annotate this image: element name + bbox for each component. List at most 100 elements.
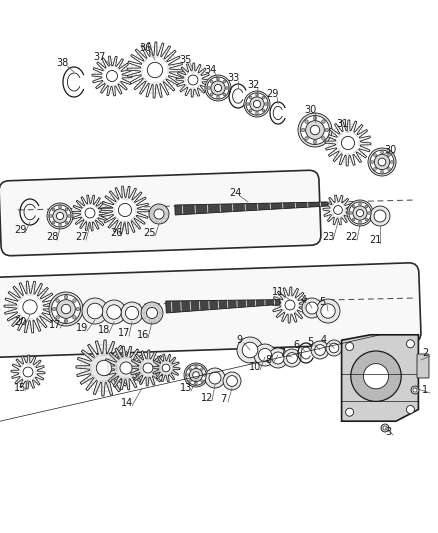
Circle shape — [371, 160, 374, 164]
Text: 9: 9 — [236, 335, 242, 345]
Polygon shape — [342, 335, 418, 421]
Circle shape — [154, 209, 164, 219]
Text: 30: 30 — [384, 145, 396, 155]
Circle shape — [23, 367, 33, 377]
Circle shape — [406, 340, 414, 348]
Circle shape — [316, 299, 340, 323]
Circle shape — [349, 202, 371, 224]
Text: 4: 4 — [301, 295, 307, 305]
Circle shape — [249, 109, 252, 112]
Circle shape — [388, 167, 390, 171]
Text: 27: 27 — [75, 232, 87, 242]
Circle shape — [374, 167, 377, 171]
Circle shape — [85, 208, 95, 218]
Circle shape — [207, 77, 229, 99]
Polygon shape — [127, 42, 183, 98]
Circle shape — [57, 300, 75, 318]
Circle shape — [223, 372, 241, 390]
Circle shape — [262, 109, 265, 112]
Text: 2: 2 — [422, 348, 428, 358]
Text: 15: 15 — [14, 383, 26, 393]
Circle shape — [346, 343, 353, 351]
Circle shape — [226, 376, 237, 386]
Text: 1: 1 — [422, 385, 428, 395]
Circle shape — [381, 151, 384, 154]
Circle shape — [305, 120, 308, 123]
Polygon shape — [272, 287, 308, 323]
Circle shape — [205, 368, 225, 388]
Circle shape — [357, 209, 364, 216]
Text: 3: 3 — [385, 427, 391, 437]
Text: 30: 30 — [304, 105, 316, 115]
Text: 7: 7 — [220, 394, 226, 404]
Circle shape — [283, 349, 301, 367]
Text: 36: 36 — [139, 43, 151, 53]
Circle shape — [300, 116, 329, 144]
Text: 16: 16 — [137, 330, 149, 340]
Circle shape — [365, 218, 368, 221]
Circle shape — [329, 343, 339, 353]
Circle shape — [107, 305, 121, 319]
Circle shape — [201, 368, 203, 370]
Circle shape — [49, 215, 52, 217]
Text: 35: 35 — [179, 55, 191, 65]
Circle shape — [370, 150, 394, 174]
Circle shape — [272, 352, 284, 364]
Circle shape — [314, 345, 325, 356]
Circle shape — [352, 218, 355, 221]
Circle shape — [210, 80, 213, 83]
Circle shape — [147, 62, 162, 78]
Circle shape — [87, 303, 103, 319]
Circle shape — [246, 93, 268, 115]
Circle shape — [365, 205, 368, 208]
Circle shape — [301, 128, 305, 132]
Circle shape — [411, 386, 419, 394]
Circle shape — [285, 300, 295, 310]
Circle shape — [351, 351, 401, 401]
Circle shape — [208, 87, 210, 90]
Circle shape — [141, 302, 163, 324]
Text: 13: 13 — [180, 383, 192, 393]
Circle shape — [64, 319, 68, 322]
Circle shape — [65, 208, 68, 211]
Circle shape — [209, 372, 221, 384]
Circle shape — [49, 292, 83, 326]
Circle shape — [254, 344, 276, 366]
Circle shape — [381, 171, 384, 173]
Circle shape — [268, 348, 288, 368]
Circle shape — [59, 224, 61, 227]
Polygon shape — [4, 281, 56, 333]
Text: 14: 14 — [121, 398, 133, 408]
Circle shape — [47, 203, 73, 229]
Text: 38: 38 — [56, 58, 68, 68]
Circle shape — [76, 307, 80, 311]
Circle shape — [186, 374, 189, 376]
FancyBboxPatch shape — [0, 170, 321, 256]
Circle shape — [195, 382, 197, 385]
Circle shape — [186, 365, 206, 385]
Circle shape — [368, 212, 371, 214]
Text: 21: 21 — [369, 235, 381, 245]
Circle shape — [378, 158, 386, 166]
Circle shape — [52, 295, 81, 324]
Text: 25: 25 — [144, 228, 156, 238]
Circle shape — [352, 205, 355, 208]
Circle shape — [68, 215, 71, 217]
Circle shape — [121, 302, 143, 324]
Circle shape — [57, 213, 64, 220]
Circle shape — [226, 87, 229, 90]
Circle shape — [52, 307, 56, 311]
Circle shape — [64, 295, 68, 299]
Text: 26: 26 — [110, 228, 122, 238]
Circle shape — [52, 208, 55, 211]
Text: 34: 34 — [204, 65, 216, 75]
Circle shape — [325, 128, 328, 132]
Circle shape — [353, 206, 367, 220]
Circle shape — [250, 97, 264, 111]
Circle shape — [143, 363, 153, 373]
Circle shape — [210, 93, 213, 96]
Polygon shape — [323, 195, 353, 225]
Polygon shape — [92, 56, 132, 96]
Circle shape — [189, 368, 203, 382]
Text: 33: 33 — [227, 73, 239, 83]
